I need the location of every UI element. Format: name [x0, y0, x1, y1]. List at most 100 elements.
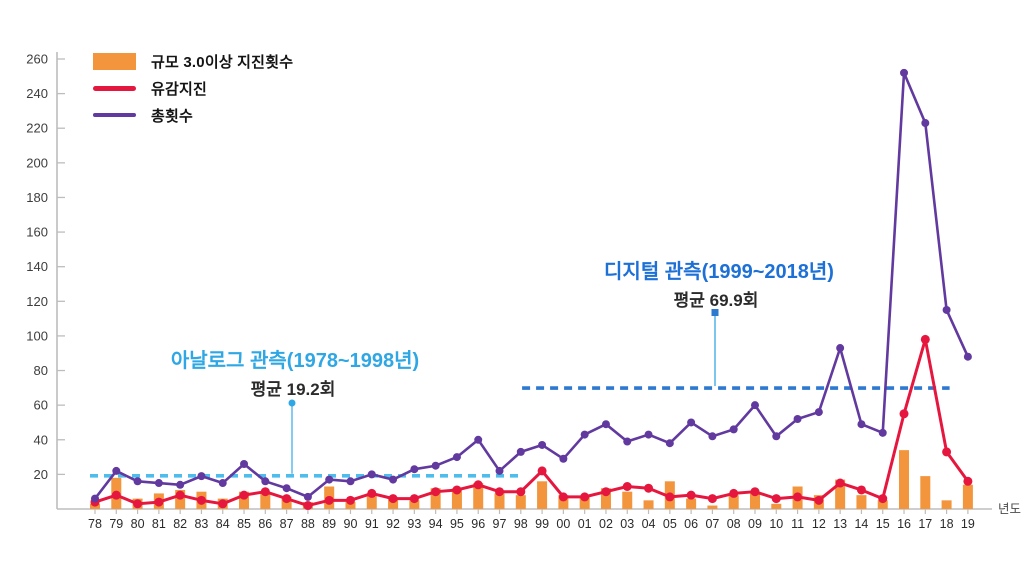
total-point-93: [410, 465, 419, 474]
felt-point-89: [324, 495, 334, 505]
total-point-05: [665, 439, 674, 448]
x-tick-label: 18: [940, 517, 954, 531]
total-point-10: [772, 432, 781, 441]
x-tick-label: 84: [216, 517, 230, 531]
total-point-96: [474, 435, 483, 444]
y-tick-label: 240: [26, 86, 48, 101]
felt-point-19: [963, 476, 973, 486]
felt-point-14: [856, 485, 866, 495]
total-point-82: [176, 480, 185, 489]
felt-point-85: [239, 490, 249, 500]
bar-02: [600, 488, 611, 509]
x-tick-label: 06: [684, 517, 698, 531]
total-point-95: [452, 453, 461, 462]
total-point-80: [133, 477, 142, 486]
y-tick-label: 60: [34, 398, 48, 413]
bar-13: [835, 479, 846, 509]
y-tick-label: 40: [34, 432, 48, 447]
total-line: [93, 71, 970, 500]
y-tick-label: 140: [26, 259, 48, 274]
total-point-83: [197, 472, 206, 481]
x-tick-label: 95: [450, 517, 464, 531]
y-tick-label: 260: [26, 51, 48, 66]
felt-point-02: [601, 487, 611, 497]
total-point-06: [687, 418, 696, 427]
felt-point-86: [260, 487, 270, 497]
x-tick-label: 10: [769, 517, 783, 531]
x-axis-title: 년도: [998, 502, 1021, 516]
felt-point-07: [707, 494, 717, 504]
legend: 규모 3.0이상 지진횟수 유감지진 총횟수: [93, 52, 293, 125]
bar-16: [899, 450, 910, 509]
orange-bar-swatch-icon: [93, 52, 136, 70]
felt-point-82: [175, 490, 185, 500]
total-point-85: [240, 459, 249, 468]
x-tick-label: 07: [705, 517, 719, 531]
felt-point-01: [580, 492, 590, 502]
total-point-08: [729, 425, 738, 434]
total-point-01: [580, 430, 589, 439]
y-tick-label: 220: [26, 121, 48, 136]
total-point-04: [644, 430, 653, 439]
bar-10: [771, 503, 782, 509]
total-point-03: [623, 437, 632, 446]
felt-point-81: [154, 497, 164, 507]
bar-17: [920, 476, 931, 509]
felt-point-00: [558, 492, 568, 502]
felt-point-15: [878, 494, 888, 504]
bar-92: [388, 498, 399, 509]
felt-point-83: [196, 495, 206, 505]
total-point-99: [538, 440, 547, 449]
felt-point-16: [899, 409, 909, 419]
x-tick-label: 13: [833, 517, 847, 531]
bar-01: [579, 496, 590, 509]
bar-94: [430, 488, 441, 509]
x-tick-label: 05: [663, 517, 677, 531]
x-tick-label: 15: [876, 517, 890, 531]
x-tick-label: 87: [280, 517, 294, 531]
x-tick-label: 03: [620, 517, 634, 531]
x-tick-label: 04: [642, 517, 656, 531]
bar-93: [409, 500, 420, 509]
felt-point-92: [388, 494, 398, 504]
total-point-19: [963, 352, 972, 361]
x-tick-label: 08: [727, 517, 741, 531]
bar-98: [515, 495, 526, 509]
total-point-14: [857, 420, 866, 429]
felt-point-93: [409, 494, 419, 504]
bar-00: [558, 495, 569, 509]
bar-96: [473, 483, 484, 509]
total-point-86: [261, 477, 270, 486]
total-point-98: [516, 447, 525, 456]
legend-item-felt: 유감지진: [93, 79, 293, 98]
bar-90: [345, 502, 356, 509]
felt-point-90: [345, 495, 355, 505]
x-tick-label: 02: [599, 517, 613, 531]
x-tick-label: 93: [407, 517, 421, 531]
bar-14: [856, 495, 867, 509]
total-point-12: [814, 408, 823, 417]
x-tick-label: 91: [365, 517, 379, 531]
x-tick-label: 85: [237, 517, 251, 531]
x-tick-label: 90: [344, 517, 358, 531]
total-point-97: [495, 466, 504, 475]
felt-point-10: [771, 494, 781, 504]
total-point-91: [367, 470, 376, 479]
felt-point-97: [495, 487, 505, 497]
legend-label: 유감지진: [151, 80, 208, 98]
digital-period-title: 디지털 관측(1999~2018년): [604, 261, 834, 283]
felt-point-11: [793, 492, 803, 502]
felt-point-04: [644, 483, 654, 493]
bar-09: [749, 493, 760, 509]
legend-item-magnitude3: 규모 3.0이상 지진횟수: [93, 52, 293, 71]
x-tick-label: 17: [918, 517, 932, 531]
x-tick-label: 99: [535, 517, 549, 531]
total-point-18: [942, 305, 951, 314]
felt-point-91: [367, 488, 377, 498]
total-point-15: [878, 428, 887, 437]
bar-19: [962, 484, 973, 509]
total-point-07: [708, 432, 717, 441]
bar-97: [494, 493, 505, 509]
felt-point-96: [473, 480, 483, 490]
